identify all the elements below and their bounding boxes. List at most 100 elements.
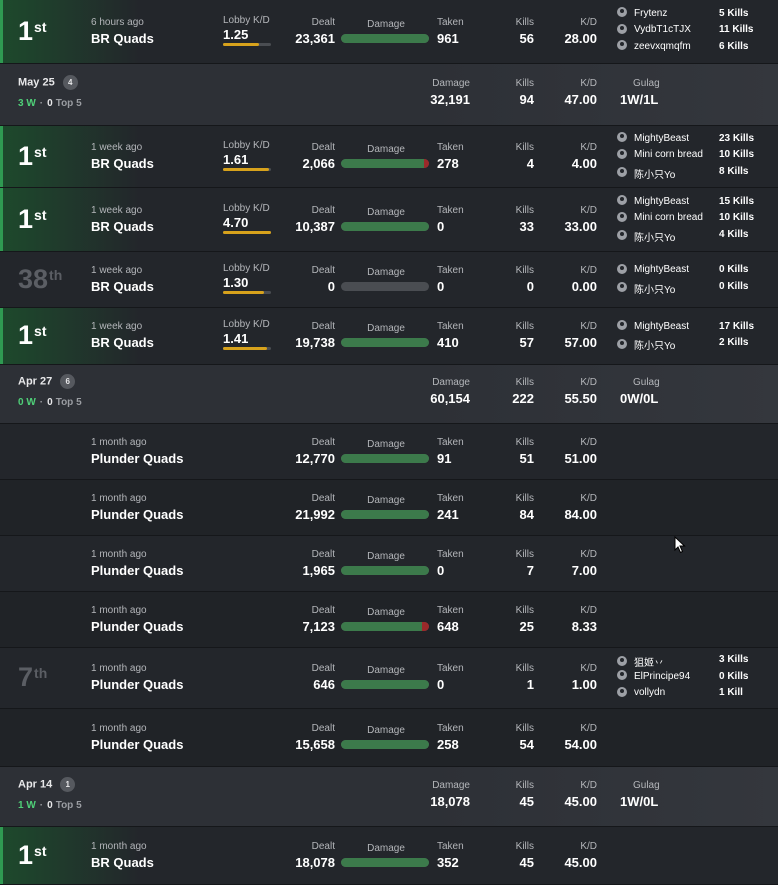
match-row[interactable]: 1 month ago Plunder Quads Dealt 1,965 Damage… — [0, 536, 778, 591]
teammate-entry[interactable]: VydbT1cTJX 11 Kills — [617, 23, 753, 35]
user-icon — [617, 338, 627, 349]
damage-dealt-fill — [341, 680, 429, 689]
kills-value: 56 — [519, 30, 534, 46]
teammate-entry[interactable]: Frytenz 5 Kills — [617, 7, 748, 19]
taken-value: 961 — [437, 30, 459, 46]
game-mode: BR Quads — [91, 335, 154, 350]
row-divider — [0, 766, 778, 767]
lobby-kd-value: 1.25 — [223, 26, 249, 42]
damage-dealt-fill — [341, 857, 429, 867]
teammate-name: 陈小只Yo — [634, 169, 676, 181]
teammate-name: MightyBeast — [634, 195, 690, 207]
teammate-entry[interactable]: zeevxqmqfm 6 Kills — [617, 40, 748, 52]
lobby-kd-bar-fill — [223, 42, 259, 46]
dealt-label: Dealt — [311, 204, 335, 216]
teammate-kills: 17 Kills — [719, 320, 755, 332]
teammate-entry[interactable]: vollydn 1 Kill — [617, 686, 743, 698]
teammate-kills: 23 Kills — [719, 132, 755, 144]
match-row[interactable]: 1 month ago Plunder Quads Dealt 7,123 Damage… — [0, 592, 778, 647]
dealt-value: 18,078 — [295, 854, 335, 870]
match-row[interactable]: 1 month ago Plunder Quads Dealt 15,658 Damag… — [0, 709, 778, 766]
taken-label: Taken — [437, 141, 464, 153]
gulag-value: 1W/0L — [620, 793, 659, 809]
teammate-kills: 8 Kills — [719, 165, 749, 177]
win-indicator — [0, 308, 3, 364]
dealt-label: Dealt — [311, 436, 335, 448]
teammate-entry[interactable]: Mini corn bread 10 Kills — [617, 211, 754, 223]
gulag-value: 1W/1L — [620, 91, 659, 107]
teammate-kills: 10 Kills — [719, 212, 755, 224]
damage-bar — [341, 221, 429, 231]
match-row[interactable]: 1st 1 month ago BR Quads Dealt 18,078 Damage T… — [0, 827, 778, 884]
taken-label: Taken — [437, 264, 464, 276]
kills-label: Kills — [515, 779, 534, 791]
taken-label: Taken — [437, 436, 464, 448]
damage-dealt-fill — [341, 338, 429, 347]
dealt-value: 646 — [313, 677, 335, 692]
lobby-kd-value: 1.30 — [223, 274, 249, 290]
placement-number: 38 — [18, 263, 49, 294]
kills-label: Kills — [515, 492, 534, 504]
teammate-name: MightyBeast — [634, 264, 690, 275]
placement: 1st — [18, 320, 46, 351]
dealt-value: 12,770 — [295, 450, 335, 466]
time-ago: 1 month ago — [91, 722, 147, 734]
teammate-entry[interactable]: 狙姬丷 3 Kills — [617, 654, 748, 669]
teammate-name: Mini corn bread — [634, 149, 703, 161]
teammate-entry[interactable]: ElPrincipe94 0 Kills — [617, 670, 748, 682]
user-icon — [617, 670, 627, 681]
dealt-value: 1,965 — [302, 562, 335, 578]
taken-value: 0 — [437, 218, 445, 234]
match-row[interactable]: 7th 1 month ago Plunder Quads Dealt 646 Damag… — [0, 648, 778, 708]
group-summary: 3 W · 0 Top 5 — [18, 98, 82, 109]
teammate-entry[interactable]: 陈小只Yo 2 Kills — [617, 337, 748, 352]
match-row[interactable]: 1st 1 week ago BR Quads Lobby K/D 1.41 Dealt 1… — [0, 308, 778, 364]
game-mode: Plunder Quads — [91, 618, 184, 634]
damage-dealt-fill — [341, 158, 424, 168]
match-count-badge: 1 — [60, 776, 76, 792]
damage-value: 60,154 — [430, 391, 470, 406]
lobby-kd-bar — [223, 290, 271, 294]
user-icon — [617, 230, 627, 241]
dealt-value: 7,123 — [302, 618, 335, 634]
teammate-entry[interactable]: MightyBeast 0 Kills — [617, 263, 748, 275]
teammate-entry[interactable]: MightyBeast 17 Kills — [617, 320, 754, 332]
teammate-kills: 4 Kills — [719, 228, 749, 240]
teammate-entry[interactable]: Mini corn bread 10 Kills — [617, 148, 754, 161]
date-group-header[interactable]: Apr 14 1 1 W · 0 Top 5 Damage 18,078 Kills 45 K/D 4… — [0, 767, 778, 826]
teammate-entry[interactable]: 陈小只Yo 8 Kills — [617, 166, 748, 181]
placement: 7th — [18, 662, 47, 693]
teammate-entry[interactable]: 陈小只Yo 4 Kills — [617, 229, 748, 244]
damage-label: Damage — [367, 143, 405, 155]
row-divider — [0, 364, 778, 365]
damage-bar — [341, 509, 429, 519]
lobby-kd-bar-fill — [223, 347, 268, 350]
game-mode: BR Quads — [91, 30, 154, 46]
teammate-kills: 5 Kills — [719, 7, 749, 19]
row-divider — [0, 591, 778, 592]
match-row[interactable]: 1 month ago Plunder Quads Dealt 12,770 Damag… — [0, 424, 778, 479]
teammate-entry[interactable]: MightyBeast 23 Kills — [617, 132, 754, 144]
teammate-entry[interactable]: 陈小只Yo 0 Kills — [617, 281, 748, 296]
match-row[interactable]: 38th 1 week ago BR Quads Lobby K/D 1.30 Dealt… — [0, 252, 778, 307]
gulag-label: Gulag — [633, 779, 660, 791]
match-row[interactable]: 1st 1 week ago BR Quads Lobby K/D 1.61 Dealt 2… — [0, 126, 778, 187]
damage-bar — [341, 621, 429, 631]
kd-value: 47.00 — [564, 91, 597, 107]
teammate-entry[interactable]: MightyBeast 15 Kills — [617, 195, 754, 207]
row-divider — [0, 708, 778, 709]
date-group-header[interactable]: May 25 4 3 W · 0 Top 5 Damage 32,191 Kills 94 K/D 4… — [0, 64, 778, 125]
match-row[interactable]: 1st 6 hours ago BR Quads Lobby K/D 1.25 Dealt… — [0, 0, 778, 63]
match-row[interactable]: 1 month ago Plunder Quads Dealt 21,992 Damag… — [0, 480, 778, 535]
kd-value: 7.00 — [571, 562, 597, 578]
dealt-value: 19,738 — [295, 335, 335, 350]
damage-bar — [341, 281, 429, 291]
teammate-name: 陈小只Yo — [634, 284, 676, 296]
wins-count: 3 — [18, 97, 24, 109]
user-icon — [617, 195, 627, 206]
time-ago: 1 month ago — [91, 663, 147, 674]
date-group-header[interactable]: Apr 27 6 0 W · 0 Top 5 Damage 60,154 Kills 222 K/D… — [0, 365, 778, 423]
taken-label: Taken — [437, 604, 464, 616]
match-row[interactable]: 1st 1 week ago BR Quads Lobby K/D 4.70 Dealt 1… — [0, 188, 778, 251]
